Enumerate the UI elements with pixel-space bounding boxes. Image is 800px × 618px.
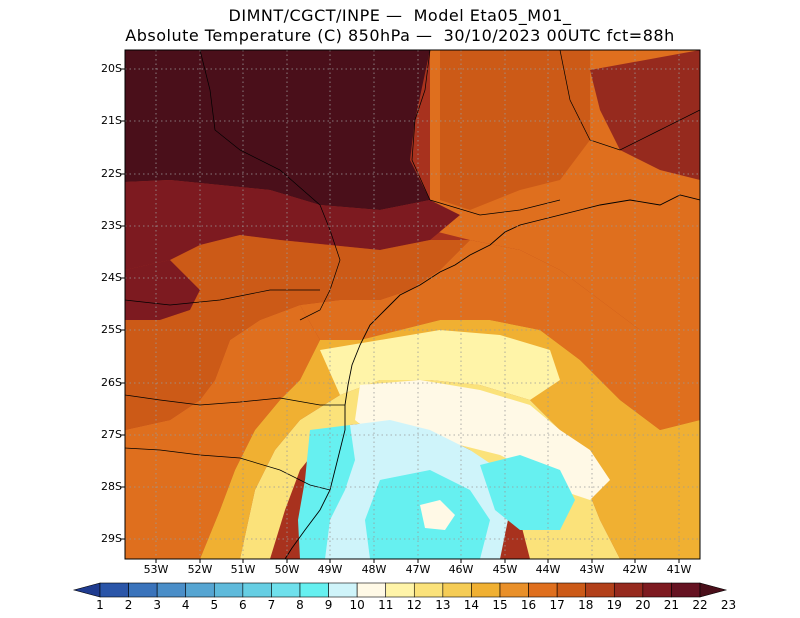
- colorbar-swatch: [413, 582, 444, 598]
- state-borders: [125, 50, 700, 491]
- colorbar-label: 21: [663, 598, 680, 612]
- colorbar-label: 18: [578, 598, 594, 612]
- lon-label: 48W: [361, 563, 387, 576]
- region-orange-belt: [125, 235, 470, 430]
- colorbar-swatch: [471, 582, 501, 598]
- coastline: [284, 194, 700, 559]
- colorbar-swatch: [242, 582, 272, 598]
- region-hot-core-north: [125, 50, 430, 210]
- plot-frame: [124, 49, 701, 560]
- region-pale-yellow: [320, 330, 560, 400]
- colorbar-label: 4: [181, 598, 190, 612]
- region-cyan-main: [298, 425, 355, 559]
- lat-label: 24S: [101, 271, 122, 284]
- colorbar-swatch: [556, 582, 587, 598]
- lon-label: 50W: [274, 563, 300, 576]
- graticule: [125, 50, 700, 559]
- colorbar-swatch: [299, 582, 329, 598]
- region-hot-west: [125, 260, 200, 320]
- colorbar-swatch: [642, 582, 672, 598]
- colorbar-swatch: [128, 582, 158, 598]
- colorbar-swatch: [99, 582, 129, 598]
- lon-label: 44W: [535, 563, 561, 576]
- colorbar-swatch: [499, 582, 529, 598]
- lon-label: 42W: [622, 563, 648, 576]
- region-orange-south: [125, 305, 320, 559]
- colorbar-swatch: [442, 582, 472, 598]
- colorbar-swatch: [613, 582, 644, 598]
- colorbar-label: 2: [124, 598, 133, 612]
- lat-label: 29S: [101, 532, 122, 545]
- colorbar-label: 22: [692, 598, 708, 612]
- colorbar-label: 9: [324, 598, 333, 612]
- title-line-1: DIMNT/CGCT/INPE — Model Eta05_M01_: [228, 6, 572, 25]
- lat-label: 23S: [101, 219, 122, 232]
- lat-label: 25S: [101, 323, 122, 336]
- lat-label: 27S: [101, 428, 122, 441]
- colorbar-swatch: [585, 582, 615, 598]
- colorbar-label: 19: [606, 598, 622, 612]
- colorbar-label: 7: [267, 598, 276, 612]
- lon-label: 52W: [187, 563, 213, 576]
- colorbar: [72, 582, 728, 598]
- colorbar-label: 13: [435, 598, 451, 612]
- colorbar-label: 1: [96, 598, 104, 612]
- region-dark-red-east: [590, 50, 700, 180]
- title-line-2: Absolute Temperature (C) 850hPa — 30/10/…: [125, 26, 675, 45]
- region-yellow-orange: [200, 320, 700, 559]
- colorbar-arrow-left: [72, 582, 101, 598]
- colorbar-label: 8: [296, 598, 304, 612]
- colorbar-label: 5: [210, 598, 219, 612]
- colorbar-swatch: [185, 582, 215, 598]
- temperature-field: [125, 50, 700, 559]
- colorbar-label: 10: [349, 598, 365, 612]
- region-red-northeast: [440, 50, 590, 210]
- lon-label: 45W: [492, 563, 518, 576]
- region-cyan-east: [480, 455, 575, 530]
- lon-label: 51W: [230, 563, 256, 576]
- colorbar-label: 11: [378, 598, 394, 612]
- colorbar-swatch: [271, 582, 301, 598]
- colorbar-label: 3: [153, 598, 161, 612]
- colorbar-swatch: [156, 582, 187, 598]
- colorbar-swatch: [528, 582, 558, 598]
- colorbar-swatch: [213, 582, 244, 598]
- lon-label: 47W: [405, 563, 431, 576]
- colorbar-label: 15: [492, 598, 508, 612]
- colorbar-label: 6: [239, 598, 247, 612]
- lon-label: 49W: [317, 563, 343, 576]
- region-hot-band: [125, 180, 460, 270]
- colorbar-label: 20: [635, 598, 651, 612]
- colorbar-arrow-right: [699, 582, 728, 598]
- lon-label: 41W: [666, 563, 692, 576]
- colorbar-label: 17: [549, 598, 565, 612]
- colorbar-label: 16: [520, 598, 537, 612]
- lat-label: 20S: [101, 62, 122, 75]
- lat-label: 21S: [101, 114, 122, 127]
- lon-label: 46W: [448, 563, 474, 576]
- lon-label: 43W: [579, 563, 605, 576]
- lat-label: 28S: [101, 480, 122, 493]
- lat-label: 22S: [101, 167, 122, 180]
- colorbar-label: 14: [463, 598, 480, 612]
- colorbar-swatch: [328, 582, 358, 598]
- region-cream-south: [420, 500, 455, 530]
- colorbar-swatch: [385, 582, 415, 598]
- lon-label: 53W: [143, 563, 169, 576]
- colorbar-swatch: [356, 582, 387, 598]
- colorbar-swatch: [671, 582, 701, 598]
- colorbar-label: 23: [720, 598, 737, 612]
- lat-label: 26S: [101, 376, 122, 389]
- ticks: [121, 68, 680, 563]
- colorbar-label: 12: [406, 598, 422, 612]
